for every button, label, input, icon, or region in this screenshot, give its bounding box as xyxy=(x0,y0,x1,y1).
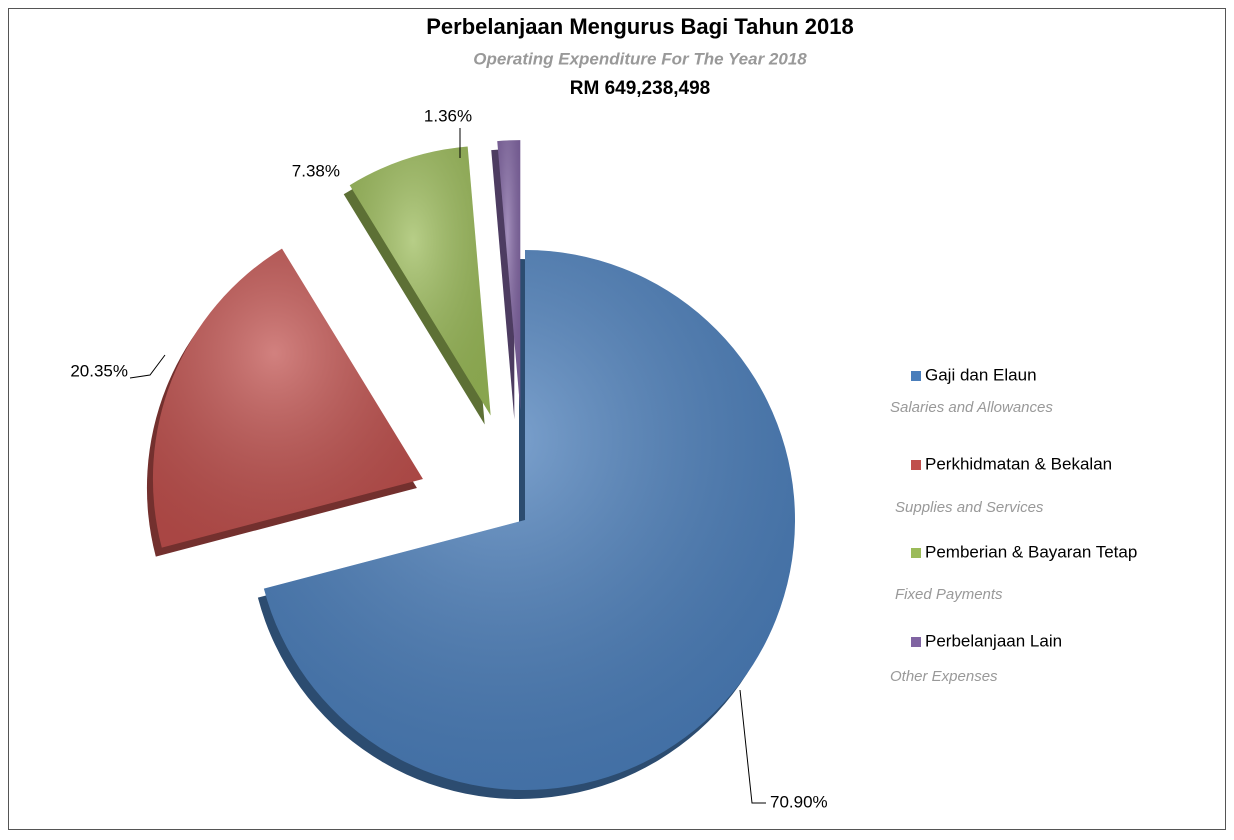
chart-subtitle: Operating Expenditure For The Year 2018 xyxy=(473,49,807,68)
data-label: 1.36% xyxy=(424,106,472,125)
legend-swatch xyxy=(911,460,921,470)
legend-label: Gaji dan Elaun xyxy=(925,365,1037,384)
legend-sublabel: Fixed Payments xyxy=(895,586,1003,603)
legend-label: Perbelanjaan Lain xyxy=(925,631,1062,650)
chart-total: RM 649,238,498 xyxy=(570,78,711,99)
leader-line xyxy=(129,354,166,379)
legend-sublabel: Supplies and Services xyxy=(895,499,1044,516)
legend-label: Perkhidmatan & Bekalan xyxy=(925,454,1112,473)
data-label: 70.90% xyxy=(770,792,828,811)
legend-swatch xyxy=(911,371,921,381)
slice-highlight xyxy=(263,250,795,790)
chart-title: Perbelanjaan Mengurus Bagi Tahun 2018 xyxy=(426,14,854,39)
legend-swatch xyxy=(911,548,921,558)
legend-label: Pemberian & Bayaran Tetap xyxy=(925,542,1137,561)
legend-sublabel: Other Expenses xyxy=(890,668,998,685)
data-label: 20.35% xyxy=(70,361,128,380)
legend-sublabel: Salaries and Allowances xyxy=(890,399,1053,416)
legend-swatch xyxy=(911,637,921,647)
slice-highlight xyxy=(497,140,521,411)
slice-highlight xyxy=(349,146,491,416)
data-label: 7.38% xyxy=(292,161,340,180)
leader-line xyxy=(739,689,766,804)
slice-highlight xyxy=(152,248,423,548)
